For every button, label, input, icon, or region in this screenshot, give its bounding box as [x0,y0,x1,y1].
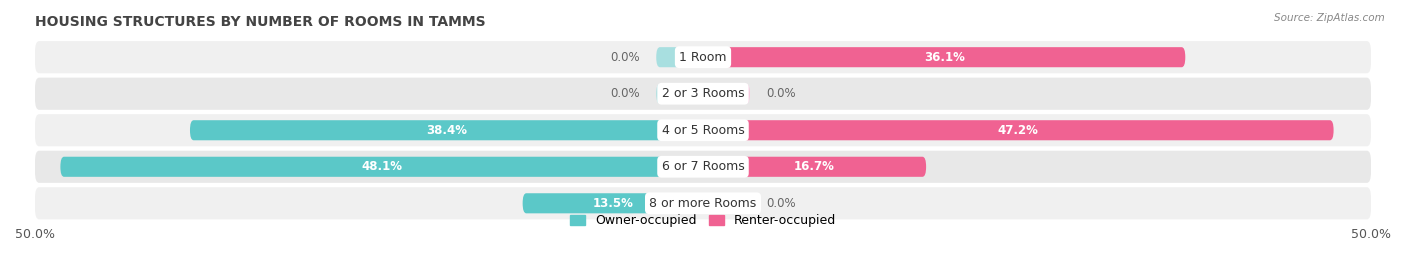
Text: 8 or more Rooms: 8 or more Rooms [650,197,756,210]
FancyBboxPatch shape [703,120,1334,140]
Text: 38.4%: 38.4% [426,124,467,137]
Text: 47.2%: 47.2% [998,124,1039,137]
FancyBboxPatch shape [35,78,1371,110]
Text: 48.1%: 48.1% [361,160,402,173]
Text: HOUSING STRUCTURES BY NUMBER OF ROOMS IN TAMMS: HOUSING STRUCTURES BY NUMBER OF ROOMS IN… [35,15,485,29]
Text: 0.0%: 0.0% [610,87,640,100]
Text: 4 or 5 Rooms: 4 or 5 Rooms [662,124,744,137]
Text: 16.7%: 16.7% [794,160,835,173]
Text: 0.0%: 0.0% [766,87,796,100]
Legend: Owner-occupied, Renter-occupied: Owner-occupied, Renter-occupied [565,209,841,232]
Text: 0.0%: 0.0% [610,51,640,64]
FancyBboxPatch shape [523,193,703,213]
FancyBboxPatch shape [35,151,1371,183]
FancyBboxPatch shape [703,157,927,177]
Text: 6 or 7 Rooms: 6 or 7 Rooms [662,160,744,173]
FancyBboxPatch shape [703,84,749,104]
Text: 1 Room: 1 Room [679,51,727,64]
FancyBboxPatch shape [35,41,1371,73]
Text: 0.0%: 0.0% [766,197,796,210]
FancyBboxPatch shape [35,187,1371,219]
Text: 2 or 3 Rooms: 2 or 3 Rooms [662,87,744,100]
FancyBboxPatch shape [35,114,1371,146]
FancyBboxPatch shape [657,47,703,67]
Text: 36.1%: 36.1% [924,51,965,64]
Text: 13.5%: 13.5% [592,197,633,210]
Text: Source: ZipAtlas.com: Source: ZipAtlas.com [1274,13,1385,23]
FancyBboxPatch shape [190,120,703,140]
FancyBboxPatch shape [703,47,1185,67]
FancyBboxPatch shape [703,193,749,213]
FancyBboxPatch shape [60,157,703,177]
FancyBboxPatch shape [657,84,703,104]
